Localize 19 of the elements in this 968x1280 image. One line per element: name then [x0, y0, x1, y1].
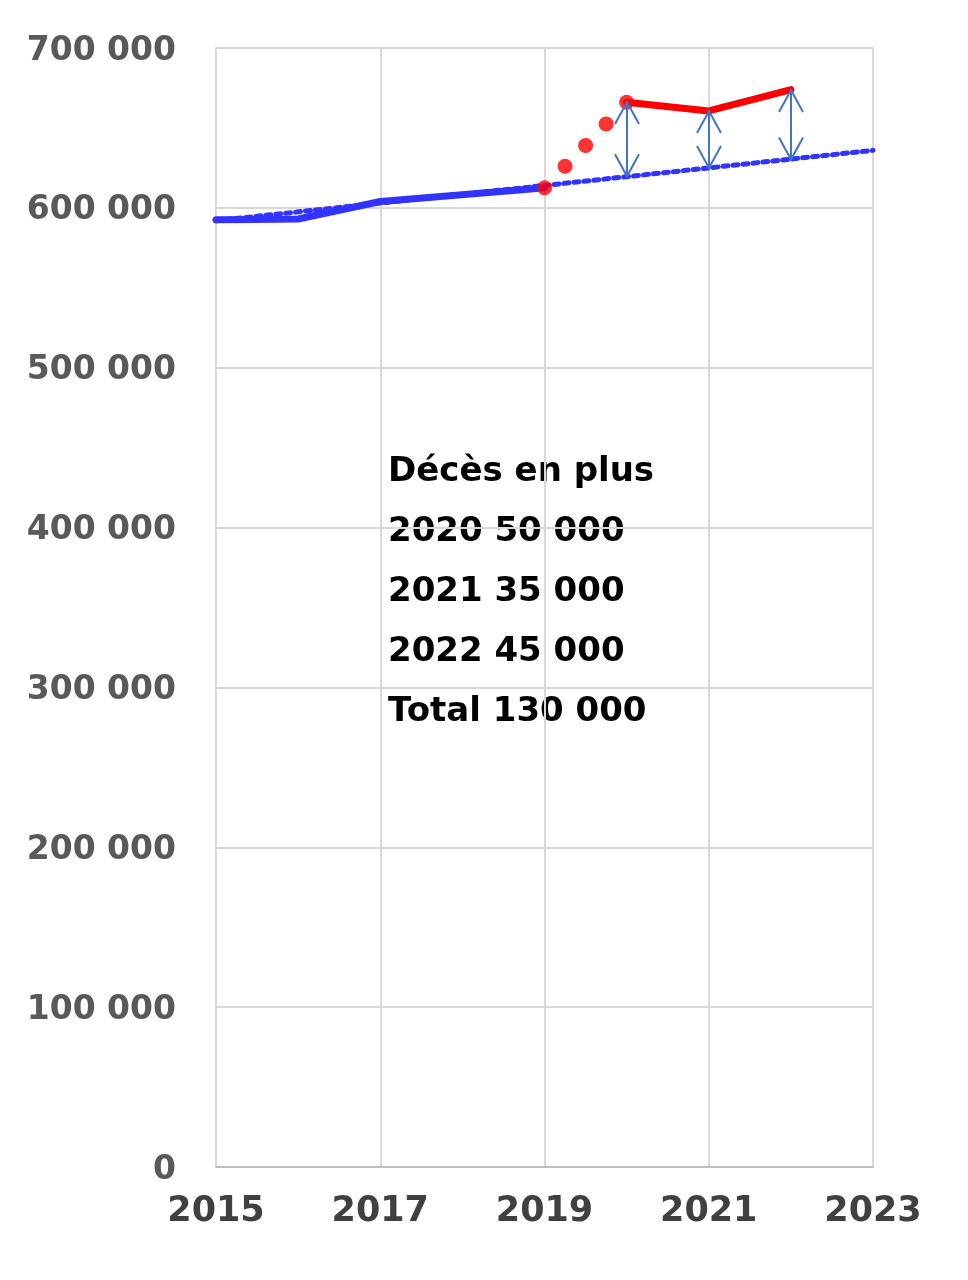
y-tick-label: 700 000	[26, 28, 176, 68]
point	[537, 180, 552, 196]
y-tick-label: 500 000	[26, 348, 176, 388]
annotation: 2022 45 000	[388, 629, 625, 669]
point	[598, 116, 614, 132]
point	[578, 138, 594, 154]
annotation: 2021 35 000	[388, 569, 625, 609]
point	[557, 158, 573, 174]
x-tick-label: 2017	[331, 1188, 429, 1229]
y-tick-label: 300 000	[26, 667, 176, 707]
y-tick-label: 0	[153, 1147, 176, 1187]
x-tick-label: 2019	[495, 1188, 594, 1229]
y-tick-label: 100 000	[26, 987, 176, 1027]
x-tick-label: 2015	[167, 1188, 265, 1229]
x-tick-label: 2021	[660, 1188, 758, 1229]
y-tick-label: 600 000	[26, 188, 176, 228]
y-tick-label: 200 000	[26, 827, 176, 867]
y-tick-label: 400 000	[26, 508, 176, 548]
x-tick-label: 2023	[824, 1188, 922, 1229]
